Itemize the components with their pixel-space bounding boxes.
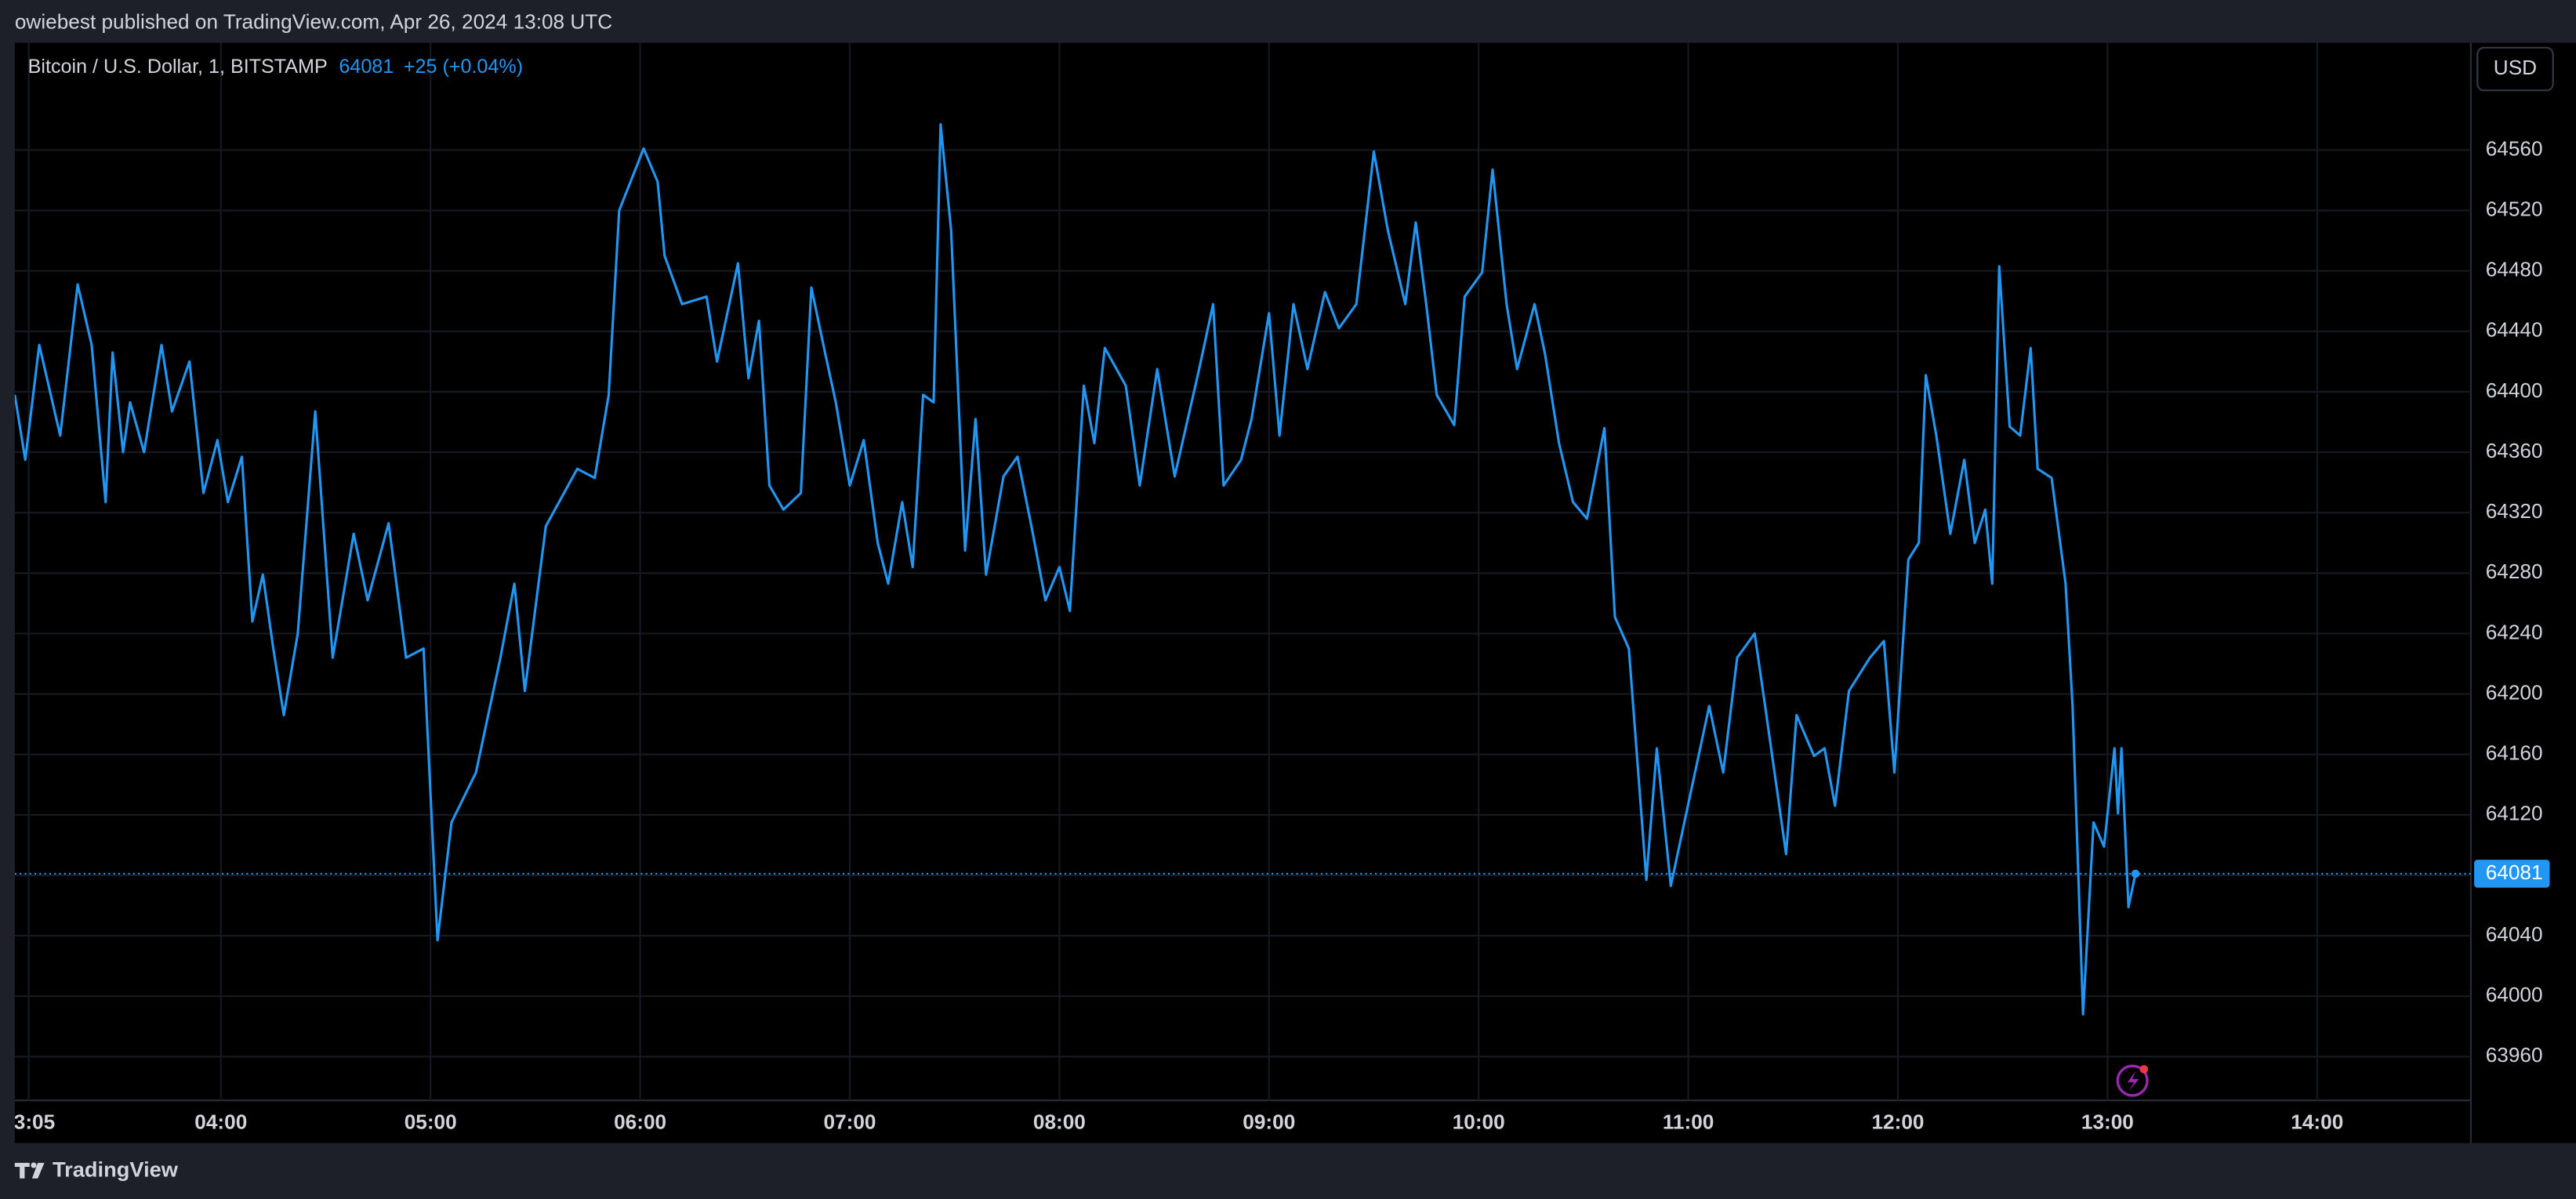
y-tick-label: 64200 — [2486, 680, 2543, 704]
last-point — [2131, 869, 2140, 878]
chart-panel — [14, 42, 2576, 1143]
last-price-tag — [2474, 860, 2550, 888]
x-tick-label: 12:00 — [1871, 1110, 1924, 1133]
y-tick-label: 64480 — [2486, 258, 2543, 281]
currency-button[interactable] — [2476, 46, 2554, 92]
last-price: 64081 — [339, 56, 394, 78]
legend: Bitcoin / U.S. Dollar, 1, BITSTAMP 64081 +… — [28, 56, 523, 78]
y-tick-label: 64320 — [2486, 499, 2543, 523]
alert-icon — [2116, 1064, 2149, 1097]
footer-logo — [14, 1162, 45, 1179]
y-tick-label: 64160 — [2486, 741, 2543, 765]
y-tick-label: 64240 — [2486, 620, 2543, 643]
y-tick-label: 64520 — [2486, 197, 2543, 221]
x-tick-label: 13:00 — [2081, 1110, 2134, 1133]
y-tick-label: 64360 — [2486, 439, 2543, 462]
x-tick-label: 03:05 — [2, 1110, 55, 1133]
footer-brand: TradingView — [53, 1157, 179, 1181]
y-tick-label: 64280 — [2486, 560, 2543, 583]
price-line — [14, 123, 2137, 1016]
x-tick-label: 05:00 — [405, 1110, 457, 1133]
x-tick-label: 06:00 — [614, 1110, 666, 1133]
x-tick-label: 04:00 — [194, 1110, 247, 1133]
last-price-tag-label: 64081 — [2486, 860, 2543, 884]
x-tick-label: 14:00 — [2291, 1110, 2343, 1133]
x-tick-label: 08:00 — [1033, 1110, 1086, 1133]
y-tick-label: 64000 — [2486, 983, 2543, 1006]
price-change: +25 (+0.04%) — [404, 56, 523, 78]
y-tick-label: 64400 — [2486, 379, 2543, 402]
y-tick-label: 63960 — [2486, 1043, 2543, 1067]
x-tick-label: 07:00 — [824, 1110, 876, 1133]
y-tick-label: 64040 — [2486, 922, 2543, 946]
x-tick-label: 10:00 — [1453, 1110, 1505, 1133]
x-tick-label: 11:00 — [1663, 1110, 1714, 1133]
y-tick-label: 64440 — [2486, 318, 2543, 342]
symbol-title: Bitcoin / U.S. Dollar, 1, BITSTAMP — [28, 56, 328, 78]
y-tick-label: 64120 — [2486, 802, 2543, 825]
currency-label[interactable]: USD — [2494, 56, 2537, 79]
publish-header: owiebest published on TradingView.com, A… — [15, 9, 612, 33]
y-tick-label: 64560 — [2486, 136, 2543, 160]
x-tick-label: 09:00 — [1243, 1110, 1295, 1133]
